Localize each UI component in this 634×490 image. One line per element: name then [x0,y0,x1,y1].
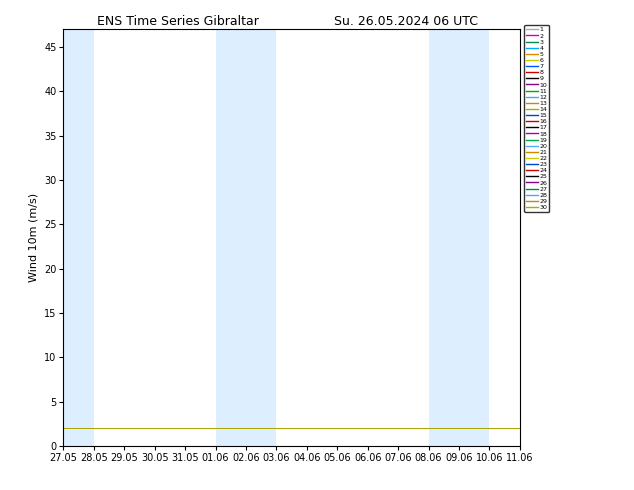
Legend: 1, 2, 3, 4, 5, 6, 7, 8, 9, 10, 11, 12, 13, 14, 15, 16, 17, 18, 19, 20, 21, 22, 2: 1, 2, 3, 4, 5, 6, 7, 8, 9, 10, 11, 12, 1… [524,25,549,212]
Y-axis label: Wind 10m (m/s): Wind 10m (m/s) [29,193,39,282]
Text: Su. 26.05.2024 06 UTC: Su. 26.05.2024 06 UTC [333,15,478,28]
Bar [216,29,276,446]
Bar [429,29,489,446]
Bar [63,29,94,446]
Text: ENS Time Series Gibraltar: ENS Time Series Gibraltar [96,15,259,28]
